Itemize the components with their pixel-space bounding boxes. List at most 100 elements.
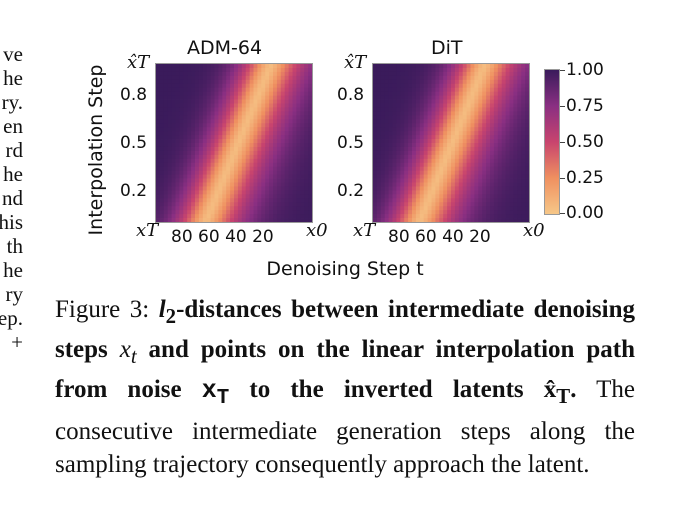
heatmap-cell: [245, 79, 250, 85]
heatmap-cell: [245, 194, 250, 199]
heatmap-cell: [195, 162, 200, 168]
heatmap-cell: [404, 71, 409, 77]
heatmap-cell: [396, 103, 401, 108]
heatmap-cell: [509, 123, 514, 128]
y-tick-02-1: 0.2: [120, 181, 148, 201]
heatmap-cell: [218, 75, 223, 81]
heatmap-cell: [253, 146, 258, 152]
heatmap-cell: [156, 178, 161, 183]
heatmap-cell: [501, 131, 506, 136]
heatmap-cell: [415, 214, 421, 219]
heatmap-cell: [497, 146, 503, 152]
heatmap-cell: [198, 115, 204, 120]
heatmap-cell: [257, 174, 262, 179]
heatmap-cell: [195, 190, 200, 195]
heatmap-cell: [443, 206, 448, 211]
heatmap-cell: [509, 71, 514, 77]
heatmap-cell: [226, 75, 231, 81]
heatmap-cell: [308, 103, 312, 108]
y-tick-top-2: x̂T: [344, 52, 367, 73]
heatmap-cell: [226, 64, 231, 69]
heatmap-cell: [384, 67, 389, 73]
heatmap-cell: [280, 206, 286, 211]
heatmap-cell: [241, 174, 247, 179]
heatmap-cell: [183, 166, 188, 172]
heatmap-cell: [443, 143, 448, 148]
heatmap-cell: [474, 79, 479, 85]
heatmap-cell: [276, 143, 282, 148]
heatmap-cell: [171, 87, 176, 93]
heatmap-cell: [380, 178, 386, 183]
heatmap-cell: [505, 190, 510, 195]
heatmap-cell: [269, 135, 274, 140]
heatmap-cell: [308, 111, 312, 116]
heatmap-cell: [435, 174, 440, 179]
heatmap-cell: [380, 67, 386, 73]
heatmap-cell: [304, 95, 309, 100]
heatmap-cell: [404, 139, 409, 144]
heatmap-cell: [198, 67, 204, 73]
heatmap-cell: [419, 83, 425, 89]
heatmap-cell: [443, 103, 448, 108]
heatmap-cell: [179, 87, 184, 93]
heatmap-cell: [284, 119, 289, 124]
heatmap-cell: [304, 162, 309, 168]
heatmap-cell: [431, 182, 436, 187]
heatmap-cell: [167, 166, 172, 172]
heatmap-cell: [210, 206, 215, 211]
heatmap-cell: [462, 186, 467, 191]
heatmap-cell: [412, 99, 417, 104]
heatmap-cell: [388, 146, 393, 152]
heatmap-cell: [245, 210, 250, 215]
heatmap-cell: [501, 119, 506, 124]
heatmap-cell: [284, 143, 289, 148]
heatmap-cell: [159, 99, 165, 104]
heatmap-cell: [210, 103, 215, 108]
heatmap-cell: [427, 75, 432, 81]
heatmap-cell: [163, 214, 169, 219]
heatmap-cell: [222, 194, 227, 199]
heatmap-cell: [257, 107, 262, 112]
heatmap-cell: [439, 178, 444, 183]
heatmap-cell: [276, 154, 282, 160]
heatmap-cell: [159, 162, 165, 168]
heatmap-cell: [513, 139, 518, 144]
heatmap-cell: [388, 131, 393, 136]
heatmap-cell: [497, 67, 503, 73]
heatmap-cell: [284, 67, 289, 73]
heatmap-cell: [171, 154, 176, 160]
heatmap-cell: [253, 75, 258, 81]
heatmap-cell: [265, 111, 270, 116]
heatmap-cell: [261, 135, 266, 140]
heatmap-cell: [470, 127, 475, 132]
heatmap-cell: [308, 178, 312, 183]
heatmap-cell: [497, 150, 503, 156]
heatmap-cell: [171, 103, 176, 108]
heatmap-cell: [159, 178, 165, 183]
heatmap-cell: [308, 210, 312, 215]
heatmap-cell: [384, 166, 389, 172]
heatmap-cell: [261, 198, 266, 203]
heatmap-cell: [392, 75, 397, 81]
heatmap-cell: [373, 119, 378, 124]
heatmap-cell: [171, 198, 176, 203]
heatmap-cell: [214, 79, 219, 85]
heatmap-cell: [308, 64, 312, 69]
heatmap-cell: [443, 182, 448, 187]
heatmap-cell: [404, 115, 409, 120]
heatmap-cell: [195, 170, 200, 175]
heatmap-cell: [300, 210, 305, 215]
heatmap-cell: [175, 71, 180, 77]
heatmap-cell: [474, 186, 479, 191]
heatmap-cell: [175, 87, 180, 93]
heatmap-cell: [253, 131, 258, 136]
heatmap-cell: [408, 75, 413, 81]
heatmap-cell: [265, 67, 270, 73]
heatmap-cell: [214, 91, 219, 96]
heatmap-cell: [269, 79, 274, 85]
heatmap-cell: [273, 139, 278, 144]
heatmap-cell: [388, 103, 393, 108]
heatmap-cell: [482, 198, 487, 203]
heatmap-cell: [439, 127, 444, 132]
heatmap-cell: [269, 107, 274, 112]
